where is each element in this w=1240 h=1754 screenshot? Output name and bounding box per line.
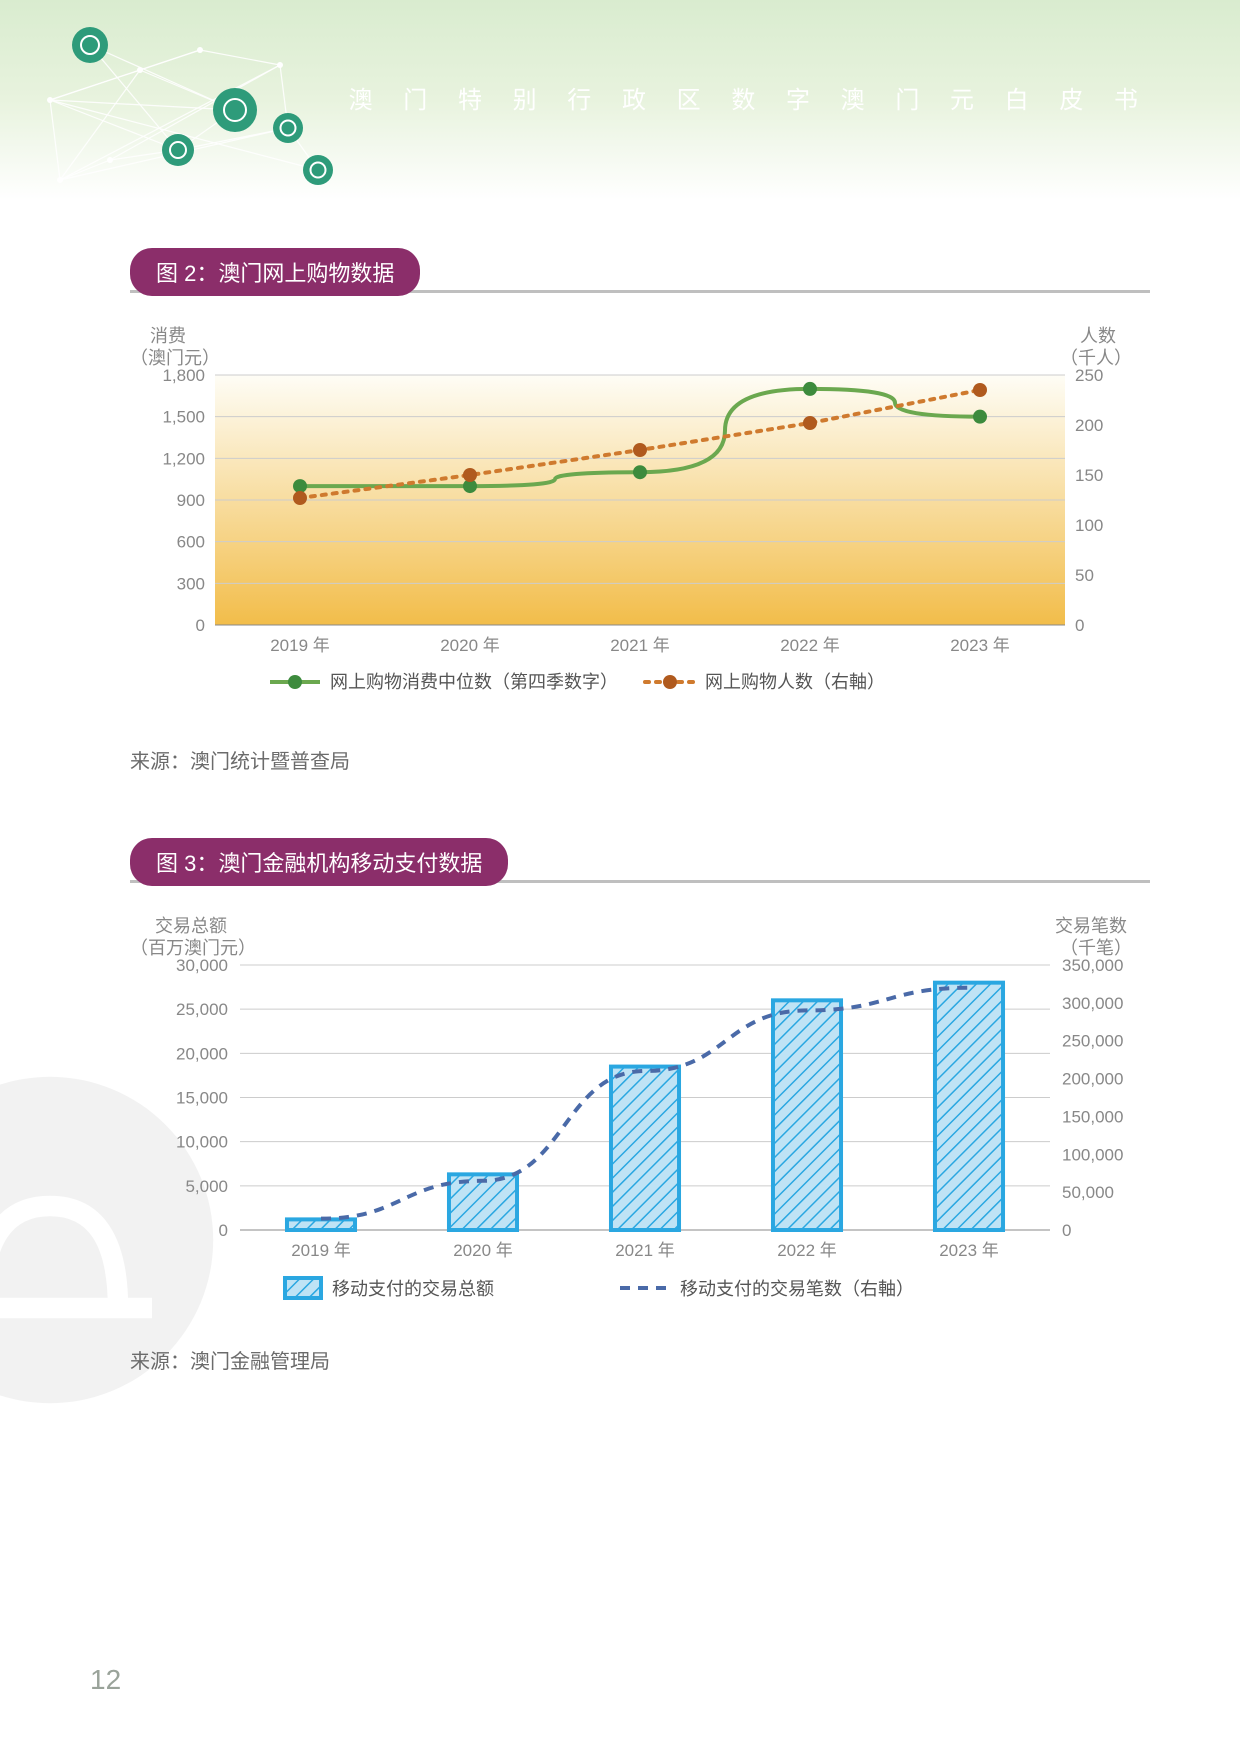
svg-text:0: 0 [1062,1221,1071,1240]
svg-text:150,000: 150,000 [1062,1107,1123,1126]
chart3-title-pill: 图 3：澳门金融机构移动支付数据 [130,838,508,886]
svg-text:200: 200 [1075,416,1103,435]
svg-text:2023 年: 2023 年 [939,1241,999,1260]
svg-text:30,000: 30,000 [176,956,228,975]
svg-text:2021 年: 2021 年 [615,1241,675,1260]
svg-text:0: 0 [219,1221,228,1240]
svg-text:0: 0 [196,616,205,635]
svg-text:1,200: 1,200 [162,449,205,468]
svg-text:（千笔）: （千笔） [1060,938,1132,958]
svg-text:300: 300 [177,574,205,593]
svg-text:人数: 人数 [1080,326,1116,346]
svg-text:50: 50 [1075,566,1094,585]
svg-text:250: 250 [1075,366,1103,385]
svg-text:600: 600 [177,533,205,552]
chart3: 交易总额（百万澳门元） 交易笔数（千笔） 0 5,000 10,000 15,000 20,… [130,910,1150,1315]
svg-text:2020 年: 2020 年 [440,636,500,655]
header-network-graphic [20,10,380,210]
svg-text:1,500: 1,500 [162,408,205,427]
svg-text:900: 900 [177,491,205,510]
svg-text:（澳门元）: （澳门元） [130,348,220,368]
svg-text:10,000: 10,000 [176,1133,228,1152]
svg-text:300,000: 300,000 [1062,994,1123,1013]
svg-text:网上购物消费中位数（第四季数字）: 网上购物消费中位数（第四季数字） [330,672,618,692]
page-number: 12 [90,1664,121,1696]
svg-text:（千人）: （千人） [1060,348,1132,368]
svg-text:消费: 消费 [150,326,186,346]
svg-text:20,000: 20,000 [176,1044,228,1063]
chart3-source: 来源：澳门金融管理局 [130,1345,330,1374]
chart3-title: 图 3：澳门金融机构移动支付数据 [156,851,482,876]
chart2-svg: 消费（澳门元） 人数（千人） 0 300 600 900 1,200 1,500 1,800 0 5… [130,320,1150,700]
svg-text:250,000: 250,000 [1062,1032,1123,1051]
svg-text:网上购物人数（右軸）: 网上购物人数（右軸） [705,672,885,692]
svg-text:2022 年: 2022 年 [780,636,840,655]
svg-text:移动支付的交易总额: 移动支付的交易总额 [332,1279,494,1299]
svg-text:交易笔数: 交易笔数 [1055,916,1127,936]
svg-text:移动支付的交易笔数（右軸）: 移动支付的交易笔数（右軸） [680,1279,914,1299]
svg-text:2019 年: 2019 年 [270,636,330,655]
svg-text:2023 年: 2023 年 [950,636,1010,655]
chart2-source: 来源：澳门统计暨普查局 [130,745,350,774]
svg-text:2021 年: 2021 年 [610,636,670,655]
svg-text:100,000: 100,000 [1062,1145,1123,1164]
chart3-svg: 交易总额（百万澳门元） 交易笔数（千笔） 0 5,000 10,000 15,000 20,… [130,910,1150,1310]
svg-text:2019 年: 2019 年 [291,1241,351,1260]
svg-text:350,000: 350,000 [1062,956,1123,975]
svg-text:1,800: 1,800 [162,366,205,385]
svg-text:交易总额: 交易总额 [155,916,227,936]
svg-text:50,000: 50,000 [1062,1183,1114,1202]
svg-text:15,000: 15,000 [176,1089,228,1108]
chart2-title-pill: 图 2：澳门网上购物数据 [130,248,420,296]
svg-text:2020 年: 2020 年 [453,1241,513,1260]
svg-text:5,000: 5,000 [185,1177,228,1196]
svg-text:（百万澳门元）: （百万澳门元） [130,938,256,958]
chart2: 消费（澳门元） 人数（千人） 0 300 600 900 1,200 1,500 1,800 0 5… [130,320,1150,705]
chart2-title: 图 2：澳门网上购物数据 [156,261,394,286]
svg-text:100: 100 [1075,516,1103,535]
svg-text:200,000: 200,000 [1062,1070,1123,1089]
svg-text:150: 150 [1075,466,1103,485]
svg-text:2022 年: 2022 年 [777,1241,837,1260]
svg-text:25,000: 25,000 [176,1000,228,1019]
svg-text:0: 0 [1075,616,1084,635]
header-title: 澳 门 特 别 行 政 区 数 字 澳 门 元 白 皮 书 [349,80,1150,115]
